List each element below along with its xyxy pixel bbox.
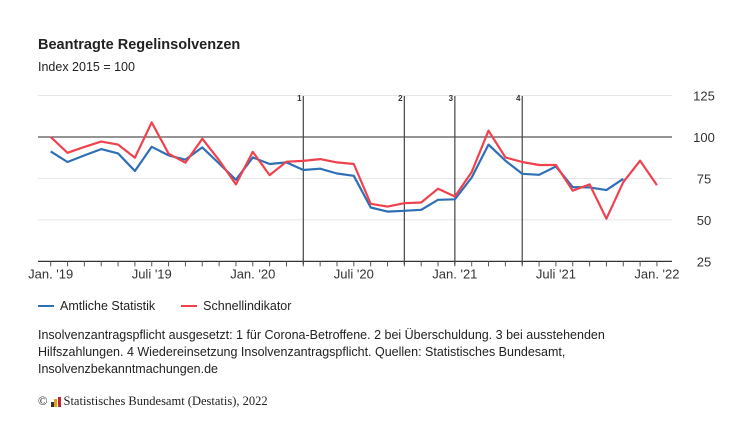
x-tick-label: Juli '19 (132, 266, 172, 281)
footer-text: Statistisches Bundesamt (Destatis), 2022 (63, 394, 268, 408)
marker-label: 1 (297, 94, 302, 103)
destatis-logo-icon (50, 396, 61, 407)
x-tick-label: Jan. '20 (230, 266, 275, 281)
legend: Amtliche Statistik Schnellindikator (38, 299, 291, 313)
legend-swatch (181, 304, 198, 308)
legend-label: Amtliche Statistik (60, 299, 156, 313)
x-tick-label: Jan. '19 (28, 266, 73, 281)
y-tick-label: 25 (697, 254, 711, 269)
series-schnellindikator (49, 121, 658, 220)
y-tick-label: 125 (693, 89, 715, 104)
x-tick-label: Juli '20 (334, 266, 374, 281)
chart-note: Insolvenzantragspflicht ausgesetzt: 1 fü… (38, 328, 605, 376)
footer: © Statistisches Bundesamt (Destatis), 20… (38, 394, 268, 409)
series-amtliche-statistik (50, 143, 624, 213)
legend-item-schnellindikator[interactable]: Schnellindikator (181, 299, 291, 313)
marker-label: 4 (516, 94, 521, 103)
y-tick-label: 100 (693, 130, 715, 145)
x-tick-label: Jan. '21 (432, 266, 477, 281)
x-tick-label: Jan. '22 (634, 266, 679, 281)
chart-title: Beantragte Regelinsolvenzen (38, 37, 241, 53)
marker-label: 3 (449, 94, 454, 103)
line-chart: 25 50 75 100 125 Jan. '19 Juli '19 Jan. '20 Juli… (28, 89, 715, 282)
series-line (49, 121, 658, 220)
marker-label: 2 (398, 94, 403, 103)
legend-label: Schnellindikator (203, 299, 292, 313)
y-tick-label: 75 (697, 171, 711, 186)
legend-item-amtliche-statistik[interactable]: Amtliche Statistik (38, 299, 155, 313)
x-tick-label: Juli '21 (536, 266, 576, 281)
legend-swatch (38, 304, 54, 308)
chart-subtitle: Index 2015 = 100 (38, 60, 135, 74)
series-line (50, 143, 624, 213)
y-tick-label: 50 (697, 213, 711, 228)
copyright-symbol: © (38, 394, 48, 408)
